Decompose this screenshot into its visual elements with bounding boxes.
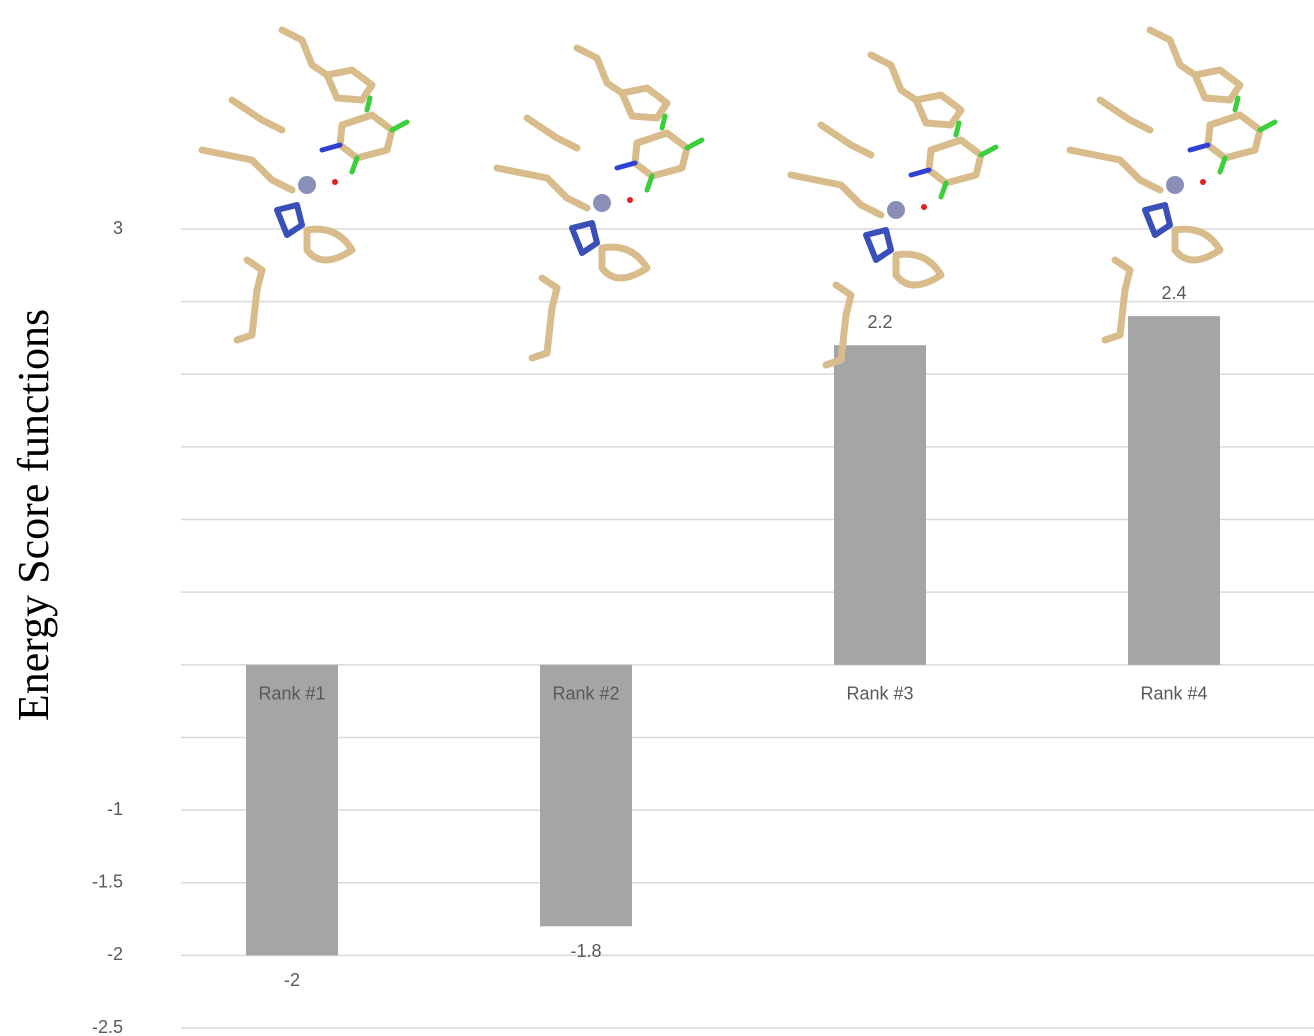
bar bbox=[540, 665, 632, 926]
y-tick-label: -1.5 bbox=[92, 871, 123, 891]
y-tick-label: -1 bbox=[107, 799, 123, 819]
value-label: 2.4 bbox=[1161, 283, 1186, 303]
y-tick-label: -2 bbox=[107, 944, 123, 964]
bar bbox=[834, 345, 926, 665]
value-label: -1.8 bbox=[570, 941, 601, 961]
value-label: -2 bbox=[284, 970, 300, 990]
x-tick-label: Rank #1 bbox=[258, 684, 325, 704]
x-tick-label: Rank #2 bbox=[552, 684, 619, 704]
bar bbox=[1128, 316, 1220, 665]
y-tick-label: -2.5 bbox=[92, 1017, 123, 1036]
chart: Energy Score functions 3 -1 -1.5 -2 -2.5 Rank… bbox=[0, 0, 1314, 1036]
y-tick-label: 3 bbox=[113, 218, 123, 238]
y-axis-title: Energy Score functions bbox=[9, 309, 58, 721]
x-tick-label: Rank #3 bbox=[846, 684, 913, 704]
x-tick-label: Rank #4 bbox=[1140, 684, 1207, 704]
value-label: 2.2 bbox=[867, 312, 892, 332]
bar bbox=[246, 665, 338, 956]
molecule-images bbox=[202, 30, 1275, 365]
